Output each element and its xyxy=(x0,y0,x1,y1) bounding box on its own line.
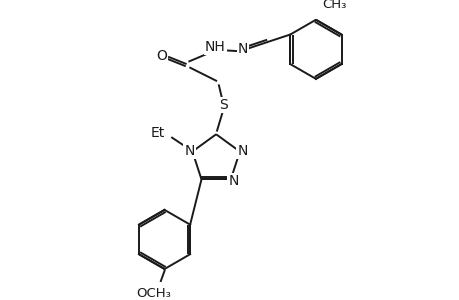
Text: Et: Et xyxy=(150,126,164,140)
Text: S: S xyxy=(218,98,227,112)
Text: N: N xyxy=(184,144,195,158)
Text: CH₃: CH₃ xyxy=(322,0,346,11)
Text: N: N xyxy=(237,144,247,158)
Text: O: O xyxy=(156,49,167,63)
Text: N: N xyxy=(237,42,247,56)
Text: NH: NH xyxy=(204,40,225,53)
Text: OCH₃: OCH₃ xyxy=(136,286,171,299)
Text: N: N xyxy=(228,174,238,188)
